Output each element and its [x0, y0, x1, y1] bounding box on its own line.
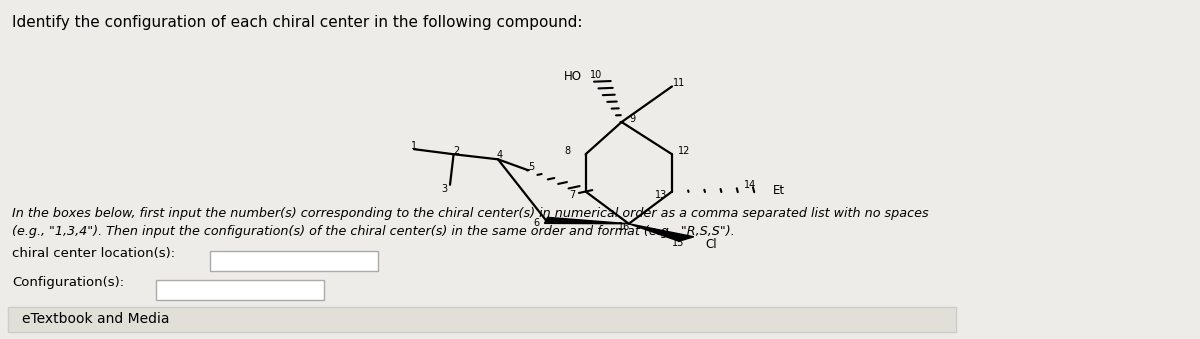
Text: Identify the configuration of each chiral center in the following compound:: Identify the configuration of each chira…: [12, 15, 582, 30]
Text: Et: Et: [773, 184, 785, 197]
Polygon shape: [545, 217, 629, 224]
Text: chiral center location(s):: chiral center location(s):: [12, 247, 175, 260]
Text: 10: 10: [590, 70, 602, 80]
Text: 7: 7: [569, 190, 576, 200]
Text: 11: 11: [673, 78, 685, 88]
Text: 8: 8: [564, 146, 571, 156]
Polygon shape: [629, 224, 694, 241]
Text: HO: HO: [564, 70, 582, 83]
Text: In the boxes below, first input the number(s) corresponding to the chiral center: In the boxes below, first input the numb…: [12, 207, 929, 220]
FancyBboxPatch shape: [8, 307, 956, 332]
Text: 9: 9: [629, 114, 636, 124]
Text: (e.g., "1,3,4"). Then input the configuration(s) of the chiral center(s) in the : (e.g., "1,3,4"). Then input the configur…: [12, 225, 734, 238]
Text: 16: 16: [618, 222, 630, 232]
Text: 2: 2: [452, 145, 460, 156]
Text: 13: 13: [655, 190, 667, 200]
FancyBboxPatch shape: [210, 251, 378, 271]
Text: 6: 6: [533, 218, 540, 228]
Text: eTextbook and Media: eTextbook and Media: [22, 312, 169, 326]
Text: Cl: Cl: [706, 238, 718, 251]
Text: 14: 14: [744, 180, 756, 191]
FancyBboxPatch shape: [156, 280, 324, 300]
Text: 5: 5: [528, 162, 535, 172]
Text: 3: 3: [440, 184, 448, 194]
Text: 4: 4: [496, 150, 503, 160]
Text: 1: 1: [410, 141, 418, 151]
Text: 15: 15: [672, 238, 684, 248]
Text: 12: 12: [678, 146, 690, 156]
Text: Configuration(s):: Configuration(s):: [12, 276, 124, 289]
